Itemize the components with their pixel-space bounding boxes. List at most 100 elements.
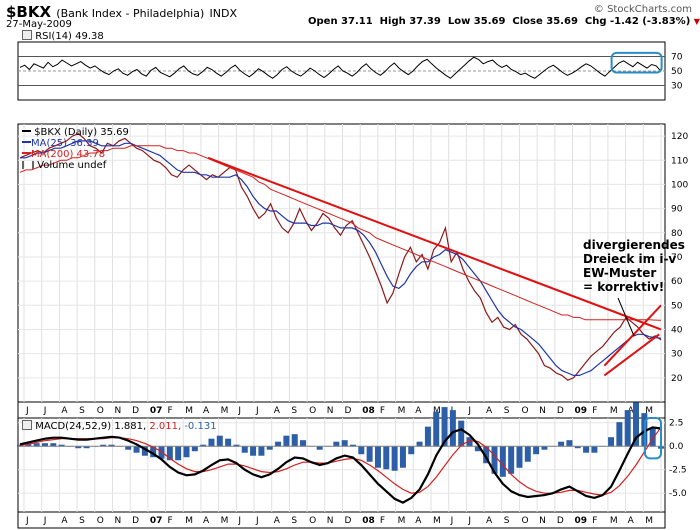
macd-histogram-bar [608, 437, 615, 447]
macd-histogram-bar [100, 444, 107, 447]
macd-histogram-bar [349, 444, 356, 447]
price-tick-label: 40 [671, 325, 683, 335]
grid-lines [23, 124, 662, 512]
macd-histogram-bar [258, 446, 265, 456]
macd-x-tick-label: D [132, 516, 139, 526]
macd-histogram-bar [341, 440, 348, 447]
price-x-tick-label: N [327, 406, 334, 416]
macd-histogram-bar [374, 446, 381, 468]
macd-x-tick-label: J [237, 516, 241, 526]
price-tick-label: 90 [671, 205, 683, 215]
macd-x-tick-label: A [415, 516, 422, 526]
price-x-tick-label: A [203, 406, 210, 416]
down-triangle-icon: ▼ [693, 17, 700, 26]
volume-bars-icon [22, 161, 34, 169]
macd-histogram-bar [225, 438, 232, 447]
macd-histogram-bar [141, 446, 148, 456]
price-x-tick-label: M [185, 406, 193, 416]
price-x-tick-label: A [628, 406, 635, 416]
price-x-tick-label: A [415, 406, 422, 416]
macd-histogram-bar [83, 446, 90, 449]
macd-x-tick-label: N [539, 516, 546, 526]
price-tick-label: 60 [671, 277, 683, 287]
macd-x-tick-label: O [97, 516, 104, 526]
open-value: 37.11 [341, 16, 373, 27]
rsi-line [19, 56, 662, 79]
macd-x-tick-label: A [61, 516, 68, 526]
rsi-tick-label: 30 [671, 82, 683, 92]
macd-line [19, 426, 662, 504]
macd-histogram-bar [208, 438, 215, 447]
macd-histogram-bar [491, 446, 498, 474]
macd-histogram-bar [391, 446, 398, 471]
price-x-tick-label: M [645, 406, 653, 416]
macd-x-tick-label: F [592, 516, 597, 526]
price-x-tick-label: 08 [362, 406, 375, 416]
macd-x-tick-label: J [25, 516, 29, 526]
price-tick-label: 50 [671, 301, 683, 311]
price-x-tick-label: M [433, 406, 441, 416]
price-x-tick-label: O [309, 406, 316, 416]
macd-histogram-bar [533, 446, 540, 455]
macd-histogram-bar [266, 446, 273, 450]
macd-x-tick-label: S [79, 516, 85, 526]
legend-ma200: MA(200) 43.78 [22, 149, 129, 160]
downtrend-line [207, 156, 662, 331]
macd-highlight-box [644, 417, 662, 460]
close-value: 35.69 [546, 16, 578, 27]
macd-x-tick-label: N [327, 516, 334, 526]
macd-x-tick-label: J [450, 516, 454, 526]
macd-histogram-bar [408, 446, 415, 455]
price-tick-label: 80 [671, 229, 683, 239]
xa2-panel-frame [17, 511, 666, 529]
macd-x-tick-label: S [291, 516, 297, 526]
macd-histogram-bar [175, 446, 182, 461]
price-x-tick-label: D [557, 406, 564, 416]
macd-x-tick-label: A [628, 516, 635, 526]
rsi-label: RSI(14) 49.38 [22, 30, 104, 42]
macd-x-tick-label: 09 [575, 516, 588, 526]
macd-histogram-bar [574, 446, 581, 449]
macd-x-tick-label: M [398, 516, 406, 526]
macd-histogram-bar [17, 444, 23, 447]
macd-histogram-bar [200, 444, 207, 447]
macd-x-tick-label: J [467, 516, 471, 526]
macd-histogram-bar [58, 444, 65, 447]
price-x-tick-label: F [380, 406, 385, 416]
macd-histogram-bar [399, 446, 406, 468]
macd-tick-label: -2.5 [669, 466, 687, 476]
macd-tick-label: -5.0 [669, 489, 687, 499]
macd-x-tick-label: 08 [362, 516, 375, 526]
macd-histogram-bar [474, 446, 481, 452]
macd-histogram-bar [458, 420, 465, 447]
macd-x-tick-label: A [203, 516, 210, 526]
macd-x-tick-label: A [274, 516, 281, 526]
macd-histogram-bar [416, 441, 423, 447]
macd-histogram-bar [383, 446, 390, 470]
macd-histogram-bar [624, 410, 631, 447]
price-x-tick-label: F [168, 406, 173, 416]
low-value: 35.69 [473, 16, 506, 27]
price-x-tick-label: A [61, 406, 68, 416]
macd-histogram-bar [583, 446, 590, 453]
macd-x-tick-label: J [255, 516, 259, 526]
macd-x-tick-label: N [114, 516, 121, 526]
price-tick-label: 110 [671, 156, 688, 166]
rsi-tick-label: 70 [671, 53, 683, 63]
macd-histogram-bar [25, 443, 32, 447]
macd-histogram-bar [366, 446, 373, 462]
price-x-tick-label: O [521, 406, 528, 416]
triangle-line [603, 333, 660, 377]
macd-x-tick-label: J [43, 516, 47, 526]
macd-histogram-bar [283, 435, 290, 447]
macd-histogram-bar [508, 446, 515, 474]
macd-histogram-bar [316, 446, 323, 450]
macd-histogram-bar [424, 426, 431, 447]
triangle-line [603, 304, 662, 367]
ma25-line [20, 140, 662, 376]
price-x-tick-label: J [467, 406, 471, 416]
legend-ma25: MA(25) 36.39 [22, 138, 129, 149]
macd-x-tick-label: S [504, 516, 510, 526]
